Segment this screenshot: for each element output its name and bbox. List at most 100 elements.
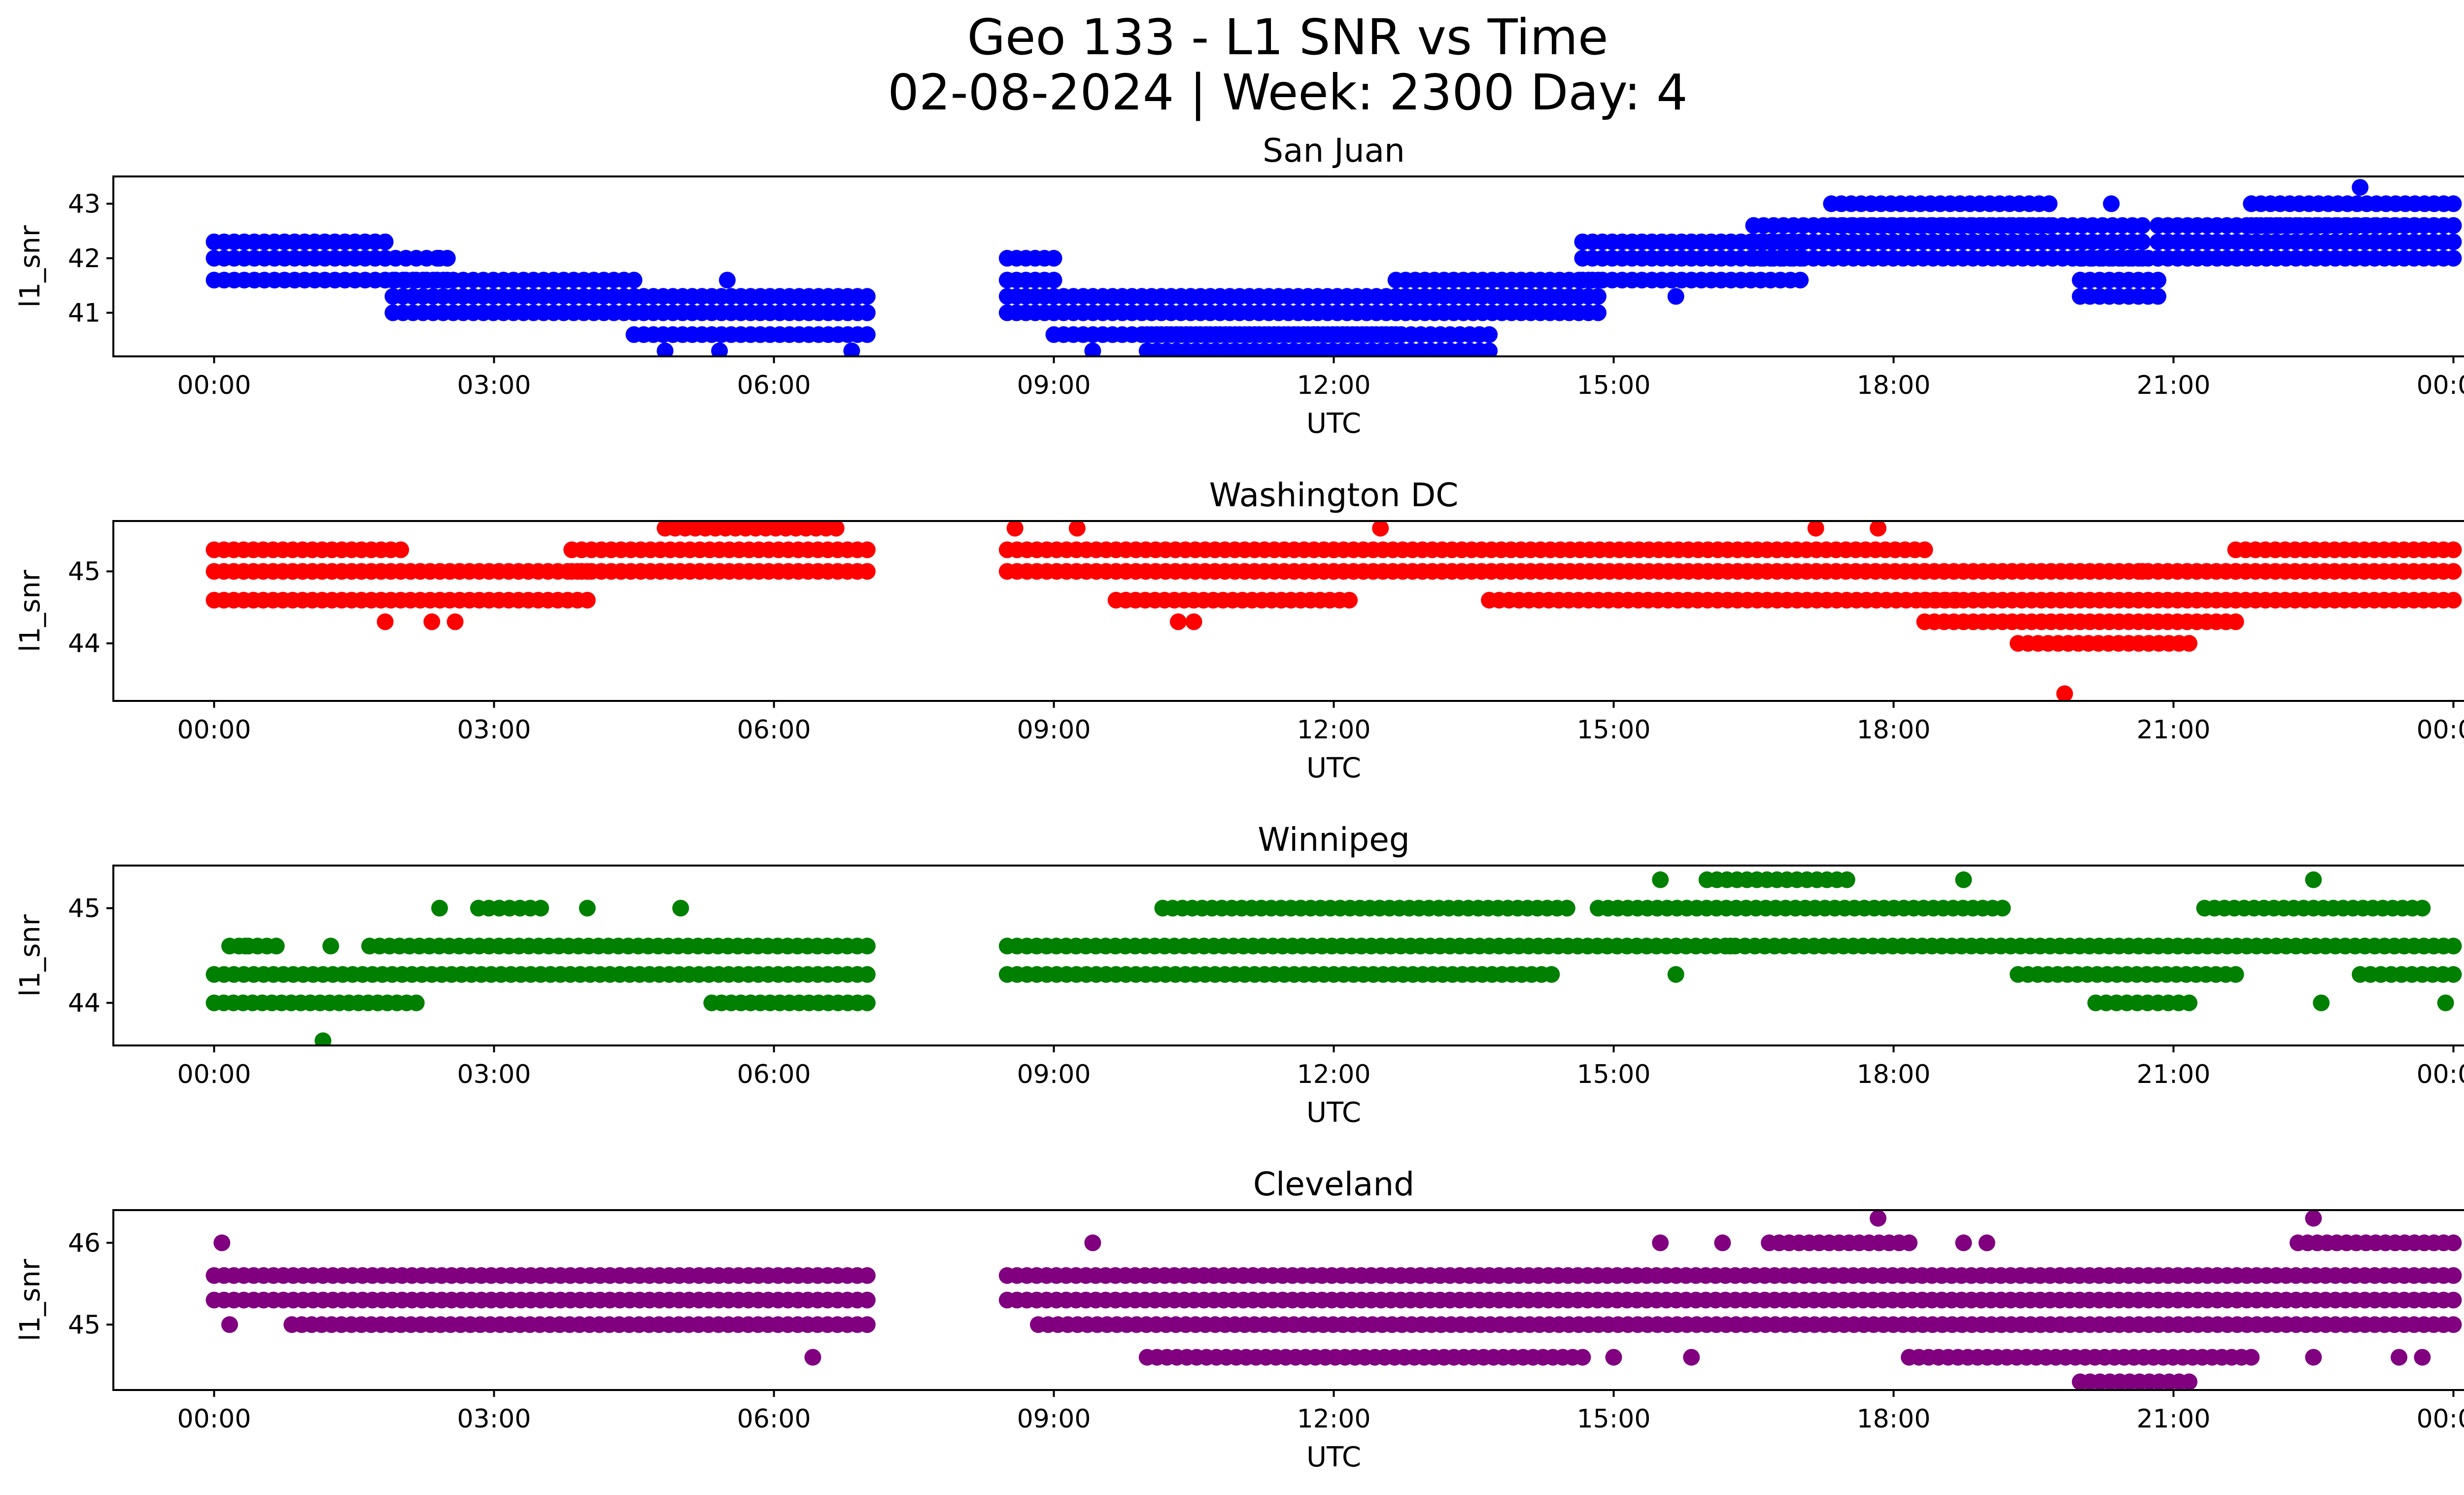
data-point <box>1481 326 1498 343</box>
data-point <box>858 1291 876 1309</box>
data-point <box>858 288 876 305</box>
data-point <box>1714 1234 1731 1252</box>
y-tick-label: 44 <box>68 989 101 1018</box>
x-tick-label: 18:00 <box>1857 1060 1931 1089</box>
data-point <box>2227 613 2244 630</box>
data-point <box>2134 233 2151 250</box>
x-tick-label: 21:00 <box>2137 715 2211 745</box>
x-tick-label: 12:00 <box>1297 1404 1371 1434</box>
x-tick-label: 09:00 <box>1017 1404 1091 1434</box>
data-point <box>1589 288 1607 305</box>
data-point <box>423 613 441 630</box>
x-tick-label: 18:00 <box>1857 1404 1931 1434</box>
data-point <box>1481 342 1498 356</box>
data-point <box>858 304 876 321</box>
subplot-title: Winnipeg <box>1258 821 1410 859</box>
data-point <box>2414 900 2431 917</box>
data-point <box>2181 1373 2198 1390</box>
data-point <box>858 1267 876 1284</box>
data-point <box>2445 966 2462 983</box>
x-axis-label: UTC <box>1306 408 1361 440</box>
data-point <box>1667 288 1684 305</box>
x-tick-label: 06:00 <box>737 1404 811 1434</box>
data-point <box>858 326 876 343</box>
data-point <box>2041 217 2058 234</box>
data-point <box>392 541 410 558</box>
x-tick-label: 00:00 <box>177 371 251 400</box>
x-tick-label: 09:00 <box>1017 371 1091 400</box>
x-tick-label: 21:00 <box>2137 371 2211 400</box>
data-point <box>2445 1267 2462 1284</box>
data-point <box>2134 563 2151 580</box>
y-axis-label: l1_snr <box>14 914 46 997</box>
data-point <box>221 1316 238 1333</box>
data-point <box>2041 195 2058 212</box>
data-point <box>1084 342 1101 356</box>
x-tick-label: 21:00 <box>2137 1060 2211 1089</box>
data-point <box>2445 1316 2462 1333</box>
x-tick-label: 03:00 <box>457 1404 531 1434</box>
data-point <box>1341 591 1358 609</box>
data-point <box>431 900 448 917</box>
data-point <box>446 613 464 630</box>
data-point <box>2445 563 2462 580</box>
x-tick-label: 00:00 <box>177 1404 251 1434</box>
data-point <box>1084 1234 1101 1252</box>
data-point <box>1372 521 1389 537</box>
data-point <box>1722 938 1739 955</box>
x-tick-label: 03:00 <box>457 371 531 400</box>
data-point <box>268 938 285 955</box>
data-point <box>376 233 394 250</box>
subplot-winnipeg: Winnipeg 00:00 03:00 06:00 09:00 12:00 15:00 18… <box>14 821 2464 1129</box>
data-point <box>2445 195 2462 212</box>
data-points <box>205 1210 2462 1390</box>
data-point <box>2445 938 2462 955</box>
data-point <box>1792 272 1809 289</box>
subplot-san-juan: San Juan 00:00 03:00 06:00 09:00 12:00 15:00 18… <box>14 132 2464 440</box>
data-point <box>843 342 860 356</box>
data-point <box>532 900 549 917</box>
data-point <box>1870 521 1886 537</box>
data-point <box>1994 900 2011 917</box>
y-tick-label: 45 <box>68 557 101 587</box>
subplot-cleveland: Cleveland 00:00 03:00 06:00 09:00 12:00 15:00 1… <box>14 1165 2464 1473</box>
data-point <box>858 563 876 580</box>
data-point <box>2243 1349 2260 1366</box>
data-point <box>2103 195 2120 212</box>
y-tick-label: 44 <box>68 629 101 659</box>
x-axis-label: UTC <box>1306 1441 1361 1473</box>
figure-title-line-2: 02-08-2024 | Week: 2300 Day: 4 <box>888 64 1687 121</box>
data-point <box>1574 1349 1591 1366</box>
data-point <box>2305 1210 2322 1227</box>
data-point <box>858 966 876 983</box>
subplot-title: San Juan <box>1263 132 1405 170</box>
data-point <box>431 249 448 267</box>
y-tick-label: 41 <box>68 299 101 328</box>
data-point <box>2056 685 2073 701</box>
x-tick-label: 12:00 <box>1297 371 1371 400</box>
x-tick-label: 09:00 <box>1017 715 1091 745</box>
y-tick-label: 45 <box>68 1310 101 1340</box>
data-points <box>205 871 2462 1045</box>
data-point <box>2445 591 2462 609</box>
data-point <box>1683 1349 1700 1366</box>
data-point <box>1605 1349 1622 1366</box>
data-point <box>625 272 643 289</box>
data-point <box>1045 272 1062 289</box>
data-point <box>858 541 876 558</box>
y-tick-label: 45 <box>68 894 101 923</box>
x-tick-label: 06:00 <box>737 1060 811 1089</box>
data-point <box>2352 179 2369 196</box>
data-point <box>1558 900 1575 917</box>
y-tick-label: 42 <box>68 244 101 274</box>
data-point <box>1589 304 1607 321</box>
data-point <box>858 1316 876 1333</box>
x-tick-label: 12:00 <box>1297 715 1371 745</box>
data-point <box>1667 966 1684 983</box>
y-tick-label: 46 <box>68 1228 101 1258</box>
data-point <box>2150 288 2166 305</box>
data-point <box>2445 233 2462 250</box>
data-point <box>2414 1349 2431 1366</box>
x-tick-label: 15:00 <box>1577 715 1651 745</box>
x-tick-label: 00:00 <box>2417 715 2464 745</box>
